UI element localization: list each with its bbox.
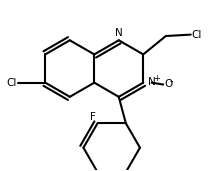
Text: Cl: Cl [192, 30, 202, 40]
Text: Cl: Cl [7, 78, 17, 88]
Text: F: F [90, 112, 96, 122]
Text: +: + [153, 74, 160, 83]
Text: O: O [165, 80, 173, 89]
Text: N: N [148, 77, 156, 87]
Text: -: - [169, 76, 173, 86]
Text: N: N [115, 28, 123, 38]
